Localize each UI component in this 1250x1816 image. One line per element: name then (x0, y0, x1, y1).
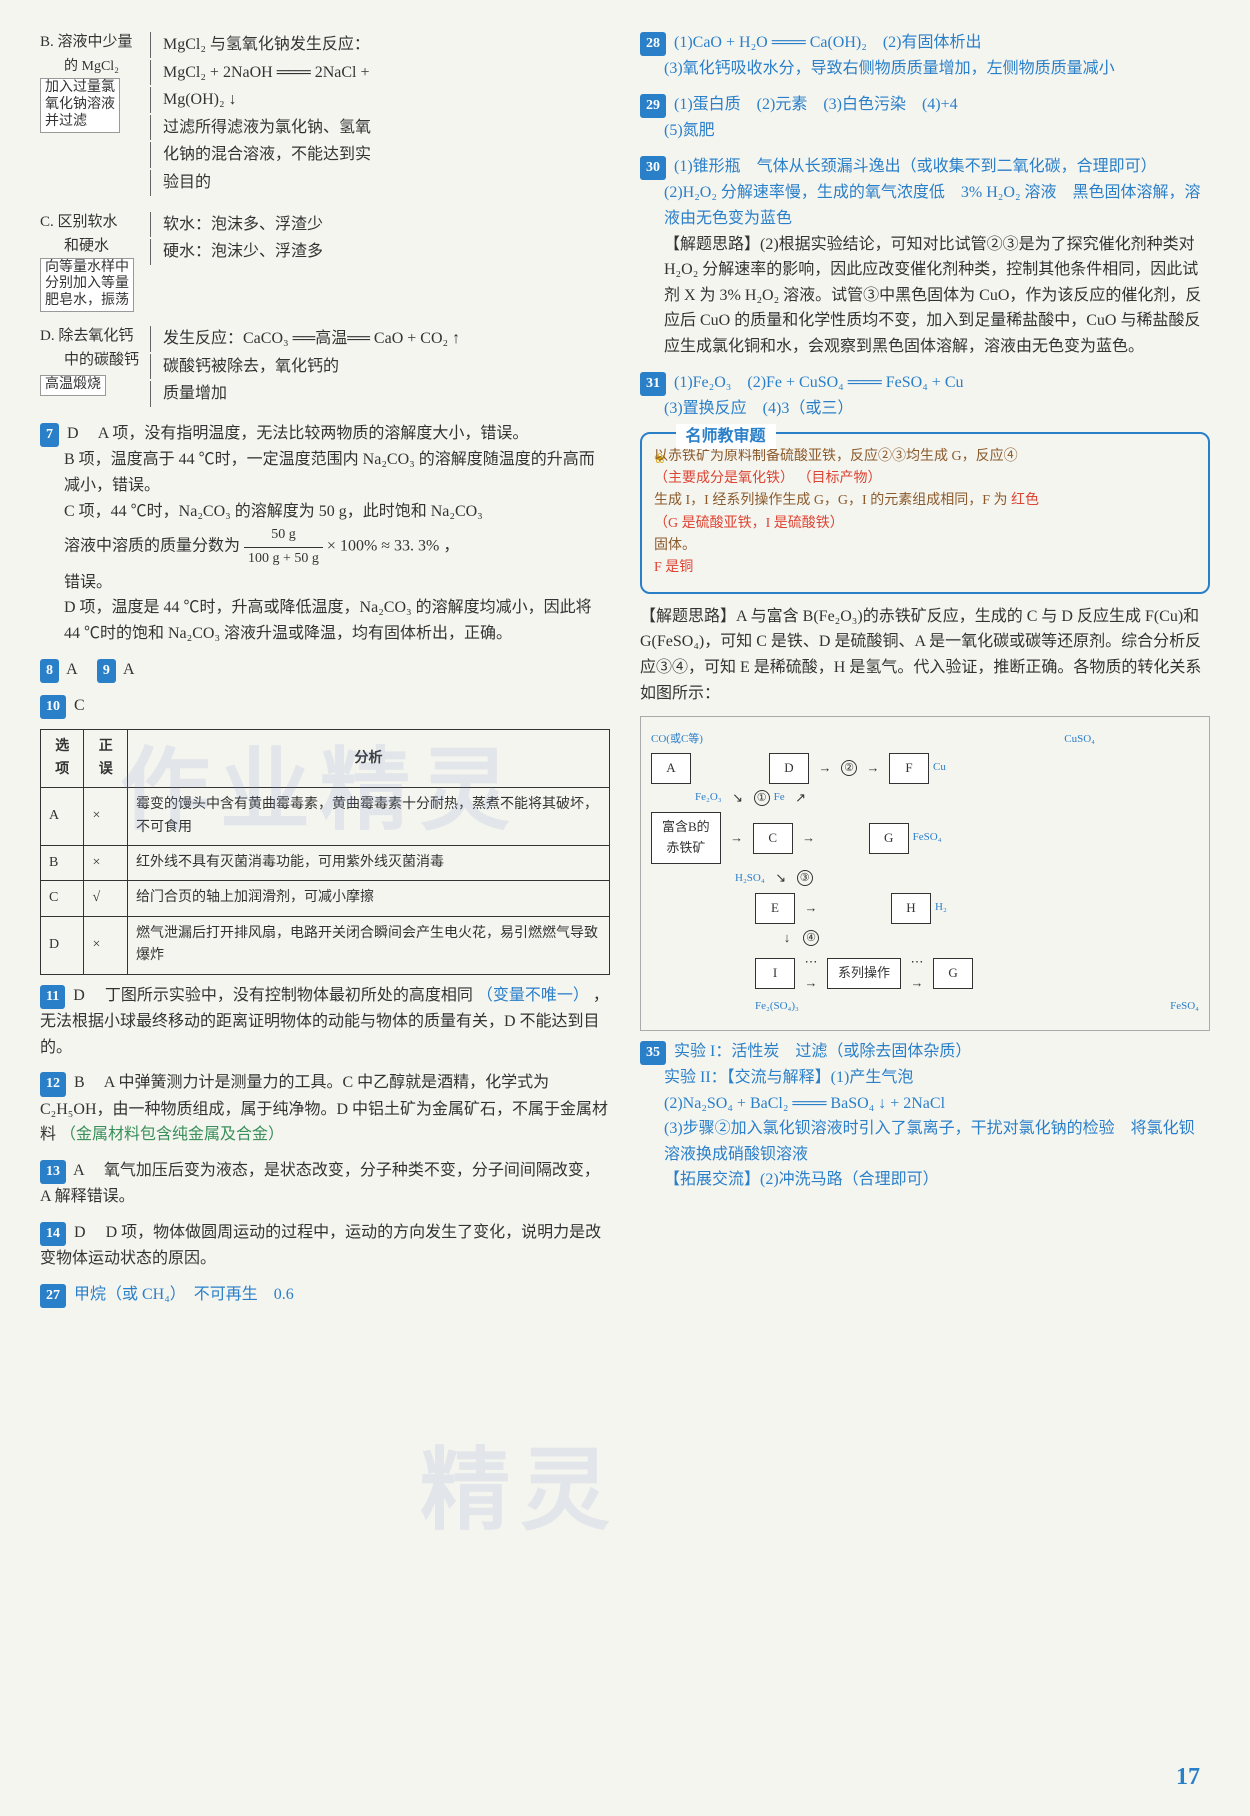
flow-line: Mg(OH)₂ ↓ (150, 87, 610, 113)
question-11: 11 D 丁图所示实验中，没有控制物体最初所处的高度相同 （变量不唯一） ，无法… (40, 983, 610, 1061)
qnum: 8 (40, 659, 59, 683)
flow-line: 质量增加 (150, 381, 610, 407)
question-35: 35 实验 I：活性炭 过滤（或除去固体杂质） 实验 II：【交流与解释】(1)… (640, 1039, 1210, 1193)
analysis-31: 【解题思路】A 与富含 B(Fe₂O₃)的赤铁矿反应，生成的 C 与 D 反应生… (640, 604, 1210, 706)
ans: D (67, 425, 79, 442)
th: 选项 (41, 730, 84, 788)
flow-line: 碳酸钙被除去，氧化钙的 (150, 354, 610, 380)
th: 分析 (127, 730, 609, 788)
flow-line: 发生反应：CaCO₃ ══高温══ CaO + CO₂ ↑ (150, 326, 610, 352)
right-column: 28 (1)CaO + H₂O ═══ Ca(OH)₂ (2)有固体析出 (3)… (640, 30, 1210, 1318)
qnum: 9 (97, 659, 116, 683)
analysis-table: 选项 正误 分析 A × 霉变的馒头中含有黄曲霉毒素，黄曲霉毒素十分耐热，蒸煮不… (40, 729, 610, 974)
flow-line: 化钠的混合溶液，不能达到实 (150, 142, 610, 168)
opt-prefix: C. (40, 214, 54, 230)
left-column: B. 溶液中少量 的 MgCl₂ 加入过量氯氧化钠溶液并过滤 MgCl₂ 与氢氧… (40, 30, 610, 1318)
qnum: 7 (40, 423, 59, 447)
q7-c2: 溶液中溶质的质量分数为 50 g100 g + 50 g × 100% ≈ 33… (40, 524, 610, 570)
watermark: 精灵 (420, 1420, 620, 1564)
question-27: 27 甲烷（或 CH₄） 不可再生 0.6 (40, 1282, 610, 1308)
flow-line: 软水：泡沫多、浮渣少 (150, 212, 610, 238)
opt-prefix: B. (40, 34, 54, 50)
labelbox: 向等量水样中分别加入等量肥皂水，振荡 (40, 258, 134, 312)
question-14: 14 D D 项，物体做圆周运动的过程中，运动的方向发生了变化，说明力是改变物体… (40, 1220, 610, 1272)
question-7: 7 D A 项，没有指明温度，无法比较两物质的溶解度大小，错误。 B 项，温度高… (40, 421, 610, 647)
page-columns: B. 溶液中少量 的 MgCl₂ 加入过量氯氧化钠溶液并过滤 MgCl₂ 与氢氧… (40, 30, 1210, 1318)
q7-c4: 错误。 (40, 570, 610, 596)
question-10: 10 C (40, 693, 610, 719)
opt-prefix: D. (40, 328, 55, 344)
opt-text-2: 的 MgCl₂ (40, 59, 126, 74)
th: 正误 (84, 730, 127, 788)
q7-d: D 项，温度是 44 ℃时，升高或降低温度，Na₂CO₃ 的溶解度均减小，因此将… (40, 595, 610, 646)
opt-text: 溶液中少量 (58, 34, 133, 50)
flow-line: MgCl₂ 与氢氧化钠发生反应： (150, 32, 610, 58)
flowchart-diagram: CO(或C等) CuSO₄ A D → ② → F Cu Fe₂O₃ ↘ ① F (640, 716, 1210, 1030)
q7-a: A 项，没有指明温度，无法比较两物质的溶解度大小，错误。 (98, 425, 529, 442)
option-d-flow: D. 除去氧化钙 中的碳酸钙 高温煅烧 发生反应：CaCO₃ ══高温══ Ca… (40, 324, 610, 409)
teacher-title: 名师教审题 (676, 424, 776, 450)
labelbox: 加入过量氯氧化钠溶液并过滤 (40, 78, 120, 132)
table-row: C √ 给门合页的轴上加润滑剂，可减小摩擦 (41, 881, 610, 916)
question-13: 13 A 氧气加压后变为液态，是状态改变，分子种类不变，分子间间隔改变，A 解释… (40, 1158, 610, 1210)
table-row: A × 霉变的馒头中含有黄曲霉毒素，黄曲霉毒素十分耐热，蒸煮不能将其破坏，不可食… (41, 788, 610, 846)
qnum: 10 (40, 695, 66, 719)
teacher-review-box: ❀ 名师教审题 以赤铁矿为原料制备硫酸亚铁，反应②③均生成 G，反应④ （主要成… (640, 432, 1210, 594)
table-row: D × 燃气泄漏后打开排风扇，电路开关闭合瞬间会产生电火花，易引燃燃气导致爆炸 (41, 916, 610, 974)
flow-line: MgCl₂ + 2NaOH ═══ 2NaCl + (150, 60, 610, 86)
page-number: 17 (1176, 1758, 1200, 1796)
question-8-9: 8 A 9 A (40, 657, 610, 683)
q7-b: B 项，温度高于 44 ℃时，一定温度范围内 Na₂CO₃ 的溶解度随温度的升高… (40, 447, 610, 498)
labelbox: 高温煅烧 (40, 375, 106, 396)
question-28: 28 (1)CaO + H₂O ═══ Ca(OH)₂ (2)有固体析出 (3)… (640, 30, 1210, 82)
q7-c1: C 项，44 ℃时，Na₂CO₃ 的溶解度为 50 g，此时饱和 Na₂CO₃ (40, 499, 610, 525)
flow-line: 验目的 (150, 170, 610, 196)
question-29: 29 (1)蛋白质 (2)元素 (3)白色污染 (4)+4 (5)氮肥 (640, 92, 1210, 144)
table-row: B × 红外线不具有灭菌消毒功能，可用紫外线灭菌消毒 (41, 846, 610, 881)
question-31: 31 (1)Fe₂O₃ (2)Fe + CuSO₄ ═══ FeSO₄ + Cu… (640, 370, 1210, 422)
flow-line: 硬水：泡沫少、浮渣多 (150, 239, 610, 265)
option-c-flow: C. 区别软水 和硬水 向等量水样中分别加入等量肥皂水，振荡 软水：泡沫多、浮渣… (40, 210, 610, 313)
option-b-flow: B. 溶液中少量 的 MgCl₂ 加入过量氯氧化钠溶液并过滤 MgCl₂ 与氢氧… (40, 30, 610, 198)
question-12: 12 B A 中弹簧测力计是测量力的工具。C 中乙醇就是酒精，化学式为 C₂H₅… (40, 1070, 610, 1148)
flow-line: 过滤所得滤液为氯化钠、氢氧 (150, 115, 610, 141)
question-30: 30 (1)锥形瓶 气体从长颈漏斗逸出（或收集不到二氧化碳，合理即可） (2)H… (640, 154, 1210, 360)
